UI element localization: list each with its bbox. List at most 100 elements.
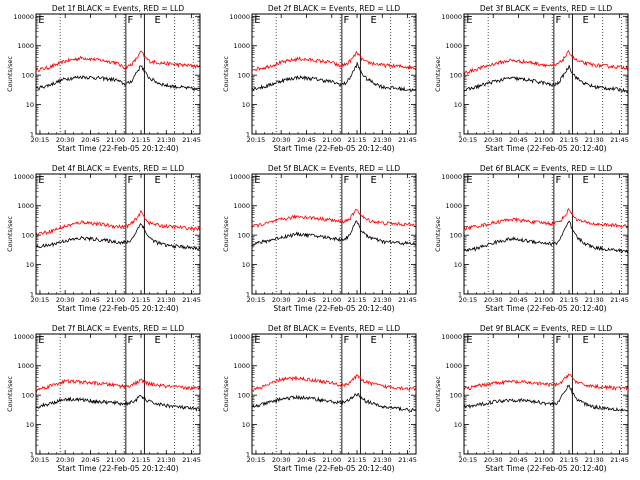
lld-series-line <box>35 50 201 72</box>
y-tick-label: 1 <box>30 291 34 299</box>
panel-det-8f: Det 8f BLACK = Events, RED = LLD Counts/s… <box>222 324 417 473</box>
x-axis-label: Start Time (22-Feb-05 20:12:40) <box>273 464 394 473</box>
x-tick-label: 21:15 <box>560 136 579 144</box>
interval-mark-0: E <box>38 335 44 346</box>
x-tick-label: 20:15 <box>459 136 478 144</box>
y-tick-label: 100 <box>450 232 462 240</box>
y-tick-label: 1000 <box>17 42 34 50</box>
x-axis-label: Start Time (22-Feb-05 20:12:40) <box>485 144 606 153</box>
y-tick-label: 100 <box>22 232 34 240</box>
x-tick-label: 21:15 <box>348 136 367 144</box>
interval-mark-0: E <box>38 175 44 186</box>
y-tick-label: 1 <box>246 131 250 139</box>
x-tick-label: 21:30 <box>157 456 176 464</box>
y-tick-label: 1 <box>458 291 462 299</box>
x-tick-label: 20:45 <box>297 456 316 464</box>
x-tick-label: 21:00 <box>322 456 341 464</box>
x-tick-label: 21:45 <box>398 296 417 304</box>
x-tick-label: 21:45 <box>398 136 417 144</box>
events-series-line <box>463 220 629 254</box>
x-tick-label: 21:45 <box>182 296 201 304</box>
interval-mark-0: E <box>254 335 260 346</box>
x-tick-label: 21:15 <box>132 456 151 464</box>
y-tick-label: 100 <box>238 392 250 400</box>
y-tick-label: 10 <box>242 421 250 429</box>
lld-series-line <box>35 210 201 236</box>
panel-title: Det 2f BLACK = Events, RED = LLD <box>268 4 401 13</box>
x-tick-label: 20:45 <box>509 296 528 304</box>
panel-det-7f: Det 7f BLACK = Events, RED = LLD Counts/s… <box>6 324 201 473</box>
y-axis-label: Counts/sec <box>222 376 230 412</box>
x-tick-label: 20:15 <box>31 136 50 144</box>
panel-title: Det 8f BLACK = Events, RED = LLD <box>268 324 401 333</box>
y-tick-label: 10000 <box>441 333 462 341</box>
y-tick-label: 10 <box>454 261 462 269</box>
interval-mark-2: E <box>155 175 161 186</box>
interval-mark-2: E <box>371 335 377 346</box>
plot-frame <box>463 13 629 135</box>
plot-frame <box>463 173 629 295</box>
y-tick-label: 10000 <box>229 333 250 341</box>
lld-series-line <box>463 208 629 231</box>
plot-frame <box>35 333 201 455</box>
y-tick-label: 10 <box>242 261 250 269</box>
panel-det-3f: Det 3f BLACK = Events, RED = LLD Counts/s… <box>434 4 629 153</box>
y-tick-label: 1 <box>458 131 462 139</box>
y-tick-label: 10 <box>26 261 34 269</box>
x-axis-label: Start Time (22-Feb-05 20:12:40) <box>485 304 606 313</box>
plot-frame <box>251 173 417 295</box>
x-tick-label: 21:30 <box>157 136 176 144</box>
y-tick-label: 1 <box>246 291 250 299</box>
x-tick-label: 21:45 <box>610 456 629 464</box>
panel-title: Det 1f BLACK = Events, RED = LLD <box>52 4 185 13</box>
x-tick-label: 20:15 <box>459 296 478 304</box>
y-axis-label: Counts/sec <box>6 56 14 92</box>
interval-mark-0: E <box>466 335 472 346</box>
lld-series-line <box>463 373 629 391</box>
y-tick-label: 100 <box>22 392 34 400</box>
x-tick-label: 20:30 <box>272 136 291 144</box>
interval-mark-1: F <box>556 15 562 26</box>
panel-det-2f: Det 2f BLACK = Events, RED = LLD Counts/s… <box>222 4 417 153</box>
events-series-line <box>251 220 417 247</box>
x-tick-label: 20:30 <box>56 456 75 464</box>
x-tick-label: 20:30 <box>272 296 291 304</box>
y-tick-label: 100 <box>450 392 462 400</box>
x-tick-label: 20:30 <box>484 296 503 304</box>
panel-title: Det 7f BLACK = Events, RED = LLD <box>52 324 185 333</box>
y-axis-label: Counts/sec <box>434 376 442 412</box>
interval-mark-1: F <box>128 335 134 346</box>
y-tick-label: 1000 <box>233 42 250 50</box>
x-tick-label: 21:30 <box>157 296 176 304</box>
x-tick-label: 20:45 <box>297 296 316 304</box>
interval-mark-0: E <box>254 15 260 26</box>
events-series-line <box>252 61 417 92</box>
interval-mark-2: E <box>155 15 161 26</box>
y-tick-label: 1000 <box>445 202 462 210</box>
x-tick-label: 20:45 <box>509 456 528 464</box>
panel-det-9f: Det 9f BLACK = Events, RED = LLD Counts/s… <box>434 324 629 473</box>
x-tick-label: 21:15 <box>348 456 367 464</box>
y-tick-label: 100 <box>22 72 34 80</box>
x-tick-label: 20:45 <box>81 456 100 464</box>
x-tick-label: 21:30 <box>373 456 392 464</box>
x-tick-label: 20:30 <box>484 456 503 464</box>
x-tick-label: 21:45 <box>610 136 629 144</box>
plot-frame <box>463 333 629 455</box>
y-tick-label: 1 <box>30 131 34 139</box>
y-tick-label: 10000 <box>13 13 34 21</box>
x-axis-label: Start Time (22-Feb-05 20:12:40) <box>57 144 178 153</box>
x-tick-label: 21:30 <box>585 456 604 464</box>
interval-mark-1: F <box>344 15 350 26</box>
y-tick-label: 1000 <box>445 362 462 370</box>
x-tick-label: 21:00 <box>106 136 125 144</box>
y-axis-label: Counts/sec <box>434 216 442 252</box>
interval-mark-1: F <box>128 15 134 26</box>
x-tick-label: 21:00 <box>534 136 553 144</box>
interval-mark-2: E <box>583 15 589 26</box>
interval-mark-2: E <box>155 335 161 346</box>
interval-mark-2: E <box>371 15 377 26</box>
panel-title: Det 4f BLACK = Events, RED = LLD <box>52 164 185 173</box>
x-tick-label: 21:15 <box>132 136 151 144</box>
lld-series-line <box>251 374 417 392</box>
